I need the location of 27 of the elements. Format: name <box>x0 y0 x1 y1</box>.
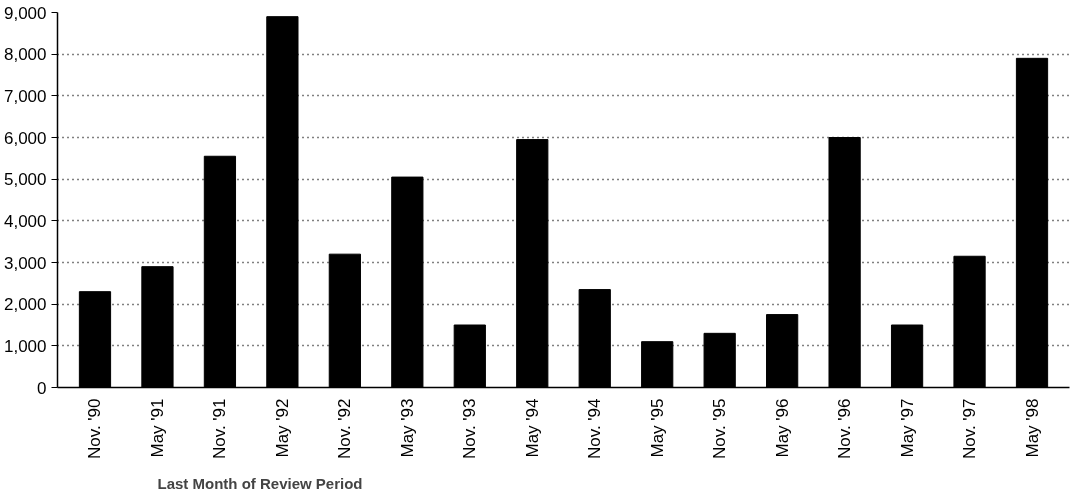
x-tick-label: May '97 <box>897 398 917 458</box>
y-tick-label: 8,000 <box>3 45 47 65</box>
x-tick-label: Nov. '93 <box>460 398 480 460</box>
x-tick-label: Nov. '92 <box>335 398 355 460</box>
x-tick-label: May '95 <box>647 398 667 458</box>
y-tick-label: 7,000 <box>3 86 47 106</box>
x-tick-label: Nov. '96 <box>835 398 855 460</box>
x-tick-label: Nov. '91 <box>210 398 230 460</box>
x-tick-label: May '92 <box>272 398 292 458</box>
y-tick-label: 3,000 <box>3 253 47 273</box>
y-tick-label: 9,000 <box>3 3 47 23</box>
x-tick-label: Nov. '95 <box>710 398 730 460</box>
x-tick-label: May '98 <box>1022 398 1042 458</box>
y-tick-label: 0 <box>37 378 47 398</box>
x-tick-label: Nov. '90 <box>85 398 105 460</box>
x-tick-label: Nov. '94 <box>585 398 605 460</box>
x-tick-label: Nov. '97 <box>960 398 980 460</box>
x-tick-label: May '91 <box>147 398 167 458</box>
x-axis-title: Last Month of Review Period <box>157 474 363 492</box>
x-tick-label: May '93 <box>397 398 417 458</box>
x-tick-label: May '96 <box>772 398 792 458</box>
y-tick-label: 5,000 <box>3 170 47 190</box>
y-tick-label: 6,000 <box>3 128 47 148</box>
x-tick-label: May '94 <box>522 398 542 458</box>
y-tick-label: 4,000 <box>3 211 47 231</box>
y-tick-label: 1,000 <box>3 336 47 356</box>
y-tick-label: 2,000 <box>3 295 47 315</box>
